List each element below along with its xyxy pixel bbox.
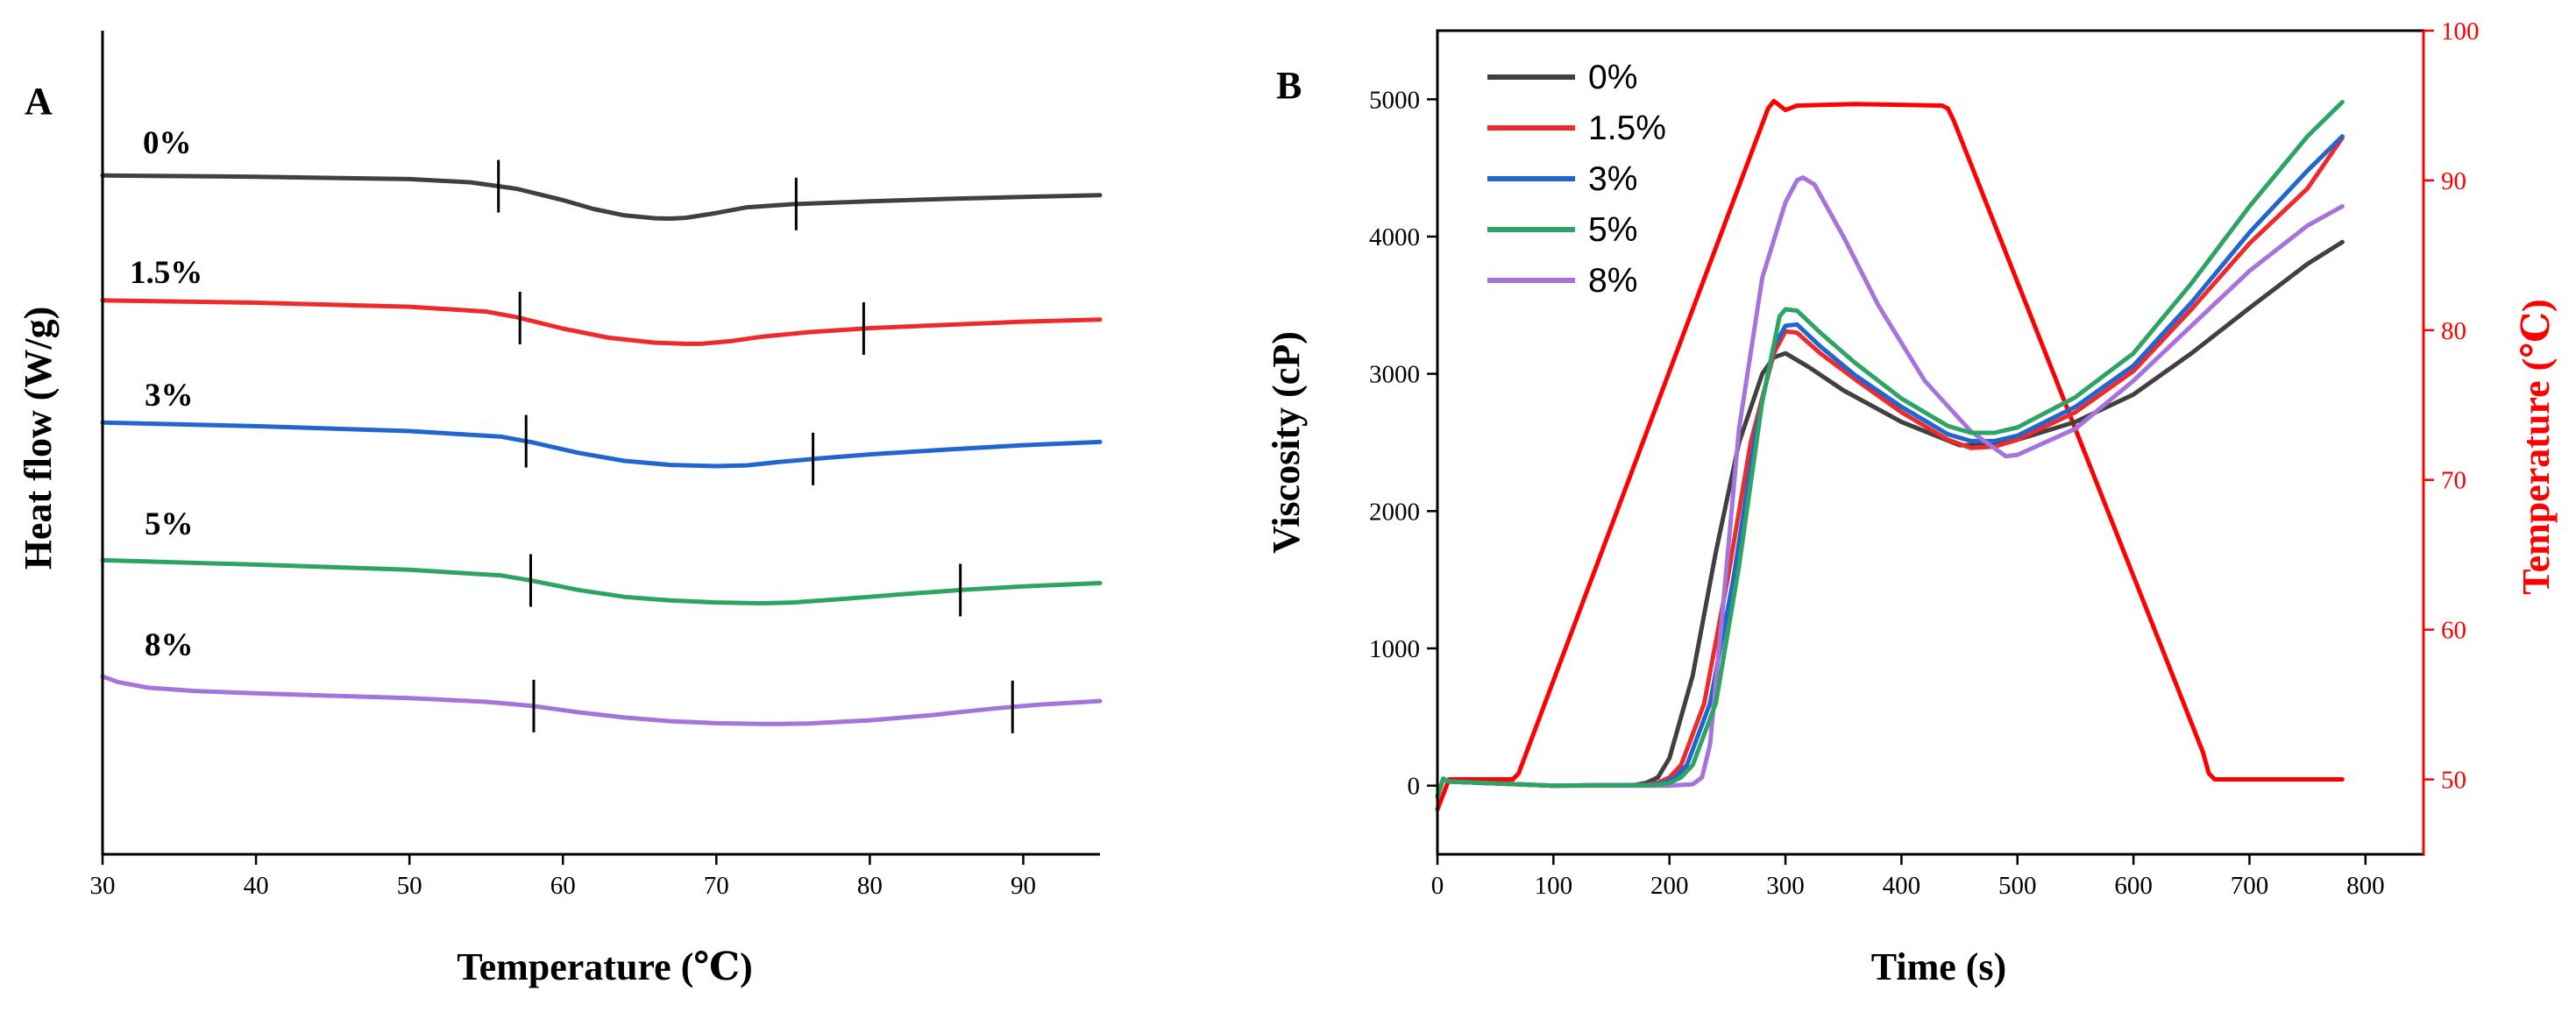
panel-b-x-tick-label: 800	[2346, 872, 2385, 900]
panel-a: A 0% 1.5% 3% 5% 8% 30 40 50 60 70 80 90 Temperatur…	[17, 31, 1103, 988]
dsc-curve-8pct	[100, 674, 1103, 726]
panel-b-y2-tick-label: 70	[2441, 467, 2466, 495]
panel-a-x-tick-label: 80	[857, 872, 883, 900]
panel-a-y-axis-title: Heat flow (W/g)	[17, 307, 60, 570]
panel-b-y-tick-label: 0	[1408, 773, 1421, 801]
panel-b-x-ticks: 0 100 200 300 400 500 600 700 800	[1431, 854, 2385, 900]
dsc-curve-5pct	[100, 557, 1103, 605]
panel-b-y2-tick-label: 60	[2441, 617, 2466, 645]
panel-a-x-ticks: 30 40 50 60 70 80 90	[90, 854, 1036, 900]
panel-b-y2-tick-label: 80	[2441, 317, 2466, 345]
panel-b-x-tick-label: 300	[1766, 872, 1805, 900]
panel-b-y-axis-title: Viscosity (cP)	[1265, 331, 1308, 554]
panel-b-y2-tick-label: 90	[2441, 167, 2466, 195]
dsc-series-label-0pct: 0%	[143, 125, 192, 161]
panel-b-x-tick-label: 100	[1535, 872, 1573, 900]
panel-b-y-tick-label: 1000	[1369, 635, 1420, 663]
panel-a-x-tick-label: 60	[550, 872, 576, 900]
panel-a-series-labels: 0% 1.5% 3% 5% 8%	[130, 125, 202, 663]
legend-label-3pct: 3%	[1588, 160, 1637, 198]
panel-b-curves	[1435, 98, 2345, 812]
panel-b-y-ticks: 0 1000 2000 3000 4000 5000	[1369, 86, 1437, 801]
legend-label-1-5pct: 1.5%	[1588, 110, 1666, 147]
viscosity-curve-1-5pct	[1435, 135, 2345, 799]
panel-b-y2-tick-label: 50	[2441, 767, 2466, 795]
panel-b-y-tick-label: 4000	[1369, 223, 1420, 251]
panel-a-curves	[100, 173, 1103, 726]
panel-b-x-tick-label: 200	[1650, 872, 1689, 900]
dsc-series-label-5pct: 5%	[145, 506, 194, 542]
panel-b-y2-axis-title: Temperature (℃)	[2515, 299, 2558, 594]
panel-b-x-axis-title: Time (s)	[1871, 945, 2006, 988]
panel-b-y2-ticks: 50 60 70 80 90 100	[2423, 18, 2480, 795]
temperature-profile-curve	[1435, 98, 2345, 812]
viscosity-curve-8pct	[1435, 175, 2345, 799]
dsc-curve-0pct	[100, 173, 1103, 221]
panel-a-x-tick-label: 70	[704, 872, 729, 900]
panel-b-y-tick-label: 5000	[1369, 86, 1420, 114]
panel-b-y2-tick-label: 100	[2441, 18, 2480, 46]
panel-b: B 0 100 200 300 400 500 600 700 800 0 1000 2000 300…	[1265, 18, 2558, 988]
panel-b-letter: B	[1276, 64, 1302, 107]
legend-label-0pct: 0%	[1588, 59, 1637, 96]
viscosity-curve-5pct	[1435, 100, 2345, 799]
panel-b-legend: 0% 1.5% 3% 5% 8%	[1487, 59, 1666, 300]
legend-label-8pct: 8%	[1588, 262, 1637, 300]
dsc-series-label-3pct: 3%	[145, 378, 194, 414]
panel-a-x-tick-label: 90	[1011, 872, 1036, 900]
legend-label-5pct: 5%	[1588, 211, 1637, 249]
panel-b-x-tick-label: 600	[2114, 872, 2153, 900]
panel-a-x-tick-label: 50	[397, 872, 422, 900]
panel-b-x-tick-label: 700	[2231, 872, 2269, 900]
panel-a-x-tick-label: 30	[90, 872, 116, 900]
dsc-series-label-1-5pct: 1.5%	[130, 255, 202, 291]
panel-b-y-tick-label: 2000	[1369, 498, 1420, 526]
panel-a-x-tick-label: 40	[244, 872, 269, 900]
panel-b-x-tick-label: 0	[1431, 872, 1444, 900]
panel-b-y-tick-label: 3000	[1369, 361, 1420, 389]
dsc-curve-1-5pct	[100, 298, 1103, 346]
viscosity-curve-3pct	[1435, 134, 2345, 799]
dsc-series-label-8pct: 8%	[145, 627, 194, 663]
dsc-curve-3pct	[100, 420, 1103, 469]
panel-a-letter: A	[25, 80, 53, 123]
panel-b-frame	[1436, 29, 2425, 856]
panel-a-x-axis-title: Temperature (℃)	[457, 945, 752, 988]
panel-a-transition-markers	[497, 159, 1014, 733]
panel-b-x-tick-label: 500	[1998, 872, 2037, 900]
panel-a-axes	[101, 31, 1100, 856]
panel-b-x-tick-label: 400	[1883, 872, 1921, 900]
